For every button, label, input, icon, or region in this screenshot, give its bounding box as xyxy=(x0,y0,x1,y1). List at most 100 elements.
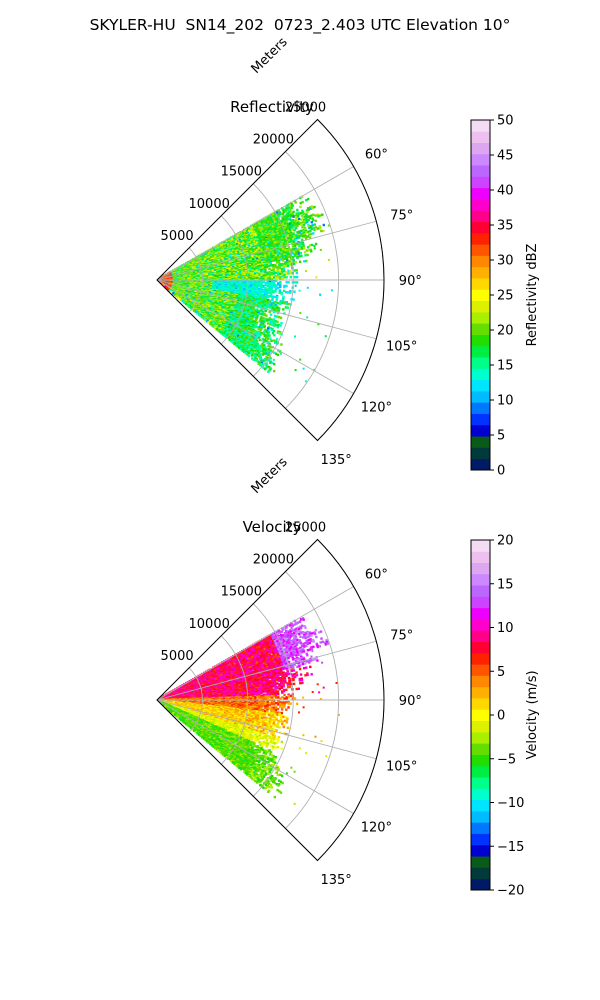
data-gate xyxy=(289,213,292,217)
data-gate xyxy=(295,275,299,279)
data-gate xyxy=(276,252,279,256)
data-gate xyxy=(288,217,291,220)
data-gate xyxy=(302,212,305,215)
data-gate xyxy=(286,212,289,215)
data-gate xyxy=(280,264,283,267)
data-gate xyxy=(286,216,289,220)
data-gate xyxy=(305,259,308,263)
data-gate xyxy=(292,210,295,214)
data-gate xyxy=(281,259,285,262)
data-gate xyxy=(278,224,281,228)
data-gate xyxy=(303,215,307,218)
data-gate xyxy=(290,203,294,206)
data-gate xyxy=(276,226,280,230)
data-gate xyxy=(286,306,290,309)
data-gate xyxy=(291,214,295,217)
data-gate xyxy=(282,265,285,268)
data-gate xyxy=(301,211,305,214)
data-gate xyxy=(295,217,298,220)
data-gate xyxy=(259,219,262,222)
data-gate xyxy=(293,281,297,284)
data-gate xyxy=(274,287,278,291)
data-gate xyxy=(297,252,300,255)
data-gate xyxy=(263,266,267,269)
data-gate xyxy=(294,214,297,218)
data-gate xyxy=(295,271,299,275)
data-gate xyxy=(303,251,307,254)
data-gate xyxy=(292,298,295,301)
data-gate xyxy=(281,298,285,301)
data-gate xyxy=(311,218,315,222)
data-gate xyxy=(292,226,295,229)
data-gate xyxy=(270,276,274,279)
data-gate xyxy=(300,195,304,199)
data-gate xyxy=(270,286,273,289)
data-gate xyxy=(291,245,295,248)
data-gate xyxy=(288,211,291,214)
data-gate xyxy=(272,290,275,294)
data-gate xyxy=(278,307,281,310)
data-gate xyxy=(279,212,282,216)
data-gate xyxy=(298,245,301,248)
data-gate xyxy=(281,277,284,280)
data-gate xyxy=(268,222,271,226)
data-gate xyxy=(240,238,244,241)
data-gate xyxy=(277,260,281,264)
data-gate xyxy=(276,269,280,272)
data-gate xyxy=(268,267,271,271)
data-gate xyxy=(281,212,285,216)
data-gate xyxy=(299,252,303,255)
data-gate xyxy=(288,202,291,206)
data-gate xyxy=(291,212,294,216)
data-gate xyxy=(244,235,247,239)
data-gate xyxy=(277,276,280,279)
data-gate xyxy=(290,240,293,243)
data-gate xyxy=(301,214,304,218)
data-gate xyxy=(275,261,279,264)
data-gate xyxy=(305,198,308,202)
data-gate xyxy=(293,244,297,248)
data-gate xyxy=(272,276,276,279)
data-gate xyxy=(296,256,299,260)
data-gate xyxy=(286,264,290,268)
data-gate xyxy=(233,238,237,241)
data-gate xyxy=(273,220,277,223)
data-gate xyxy=(301,226,304,229)
data-gate xyxy=(259,224,262,227)
data-gate xyxy=(306,207,310,210)
data-gate xyxy=(225,244,228,248)
data-gate xyxy=(308,216,312,220)
data-gate xyxy=(280,267,284,271)
data-gate xyxy=(307,208,310,211)
data-gate xyxy=(281,301,284,305)
data-gate xyxy=(289,276,292,279)
data-gate xyxy=(286,204,289,207)
data-gate xyxy=(290,211,293,214)
data-gate xyxy=(290,201,293,205)
data-gate xyxy=(290,206,293,210)
data-gate xyxy=(283,210,286,214)
data-gate xyxy=(269,262,272,265)
data-gate xyxy=(284,264,288,268)
data-gate xyxy=(285,220,288,223)
data-gate xyxy=(305,214,309,217)
data-gate xyxy=(287,214,290,218)
data-gate xyxy=(293,269,296,272)
data-gate xyxy=(254,233,257,236)
data-gate xyxy=(237,240,240,243)
data-gate xyxy=(285,281,288,284)
data-gate xyxy=(284,219,288,222)
data-gate xyxy=(286,213,290,216)
data-gate xyxy=(310,250,313,253)
data-gate xyxy=(298,217,301,221)
data-gate xyxy=(274,290,277,293)
data-gate xyxy=(289,218,292,221)
figure-title: SKYLER-HU SN14_202 0723_2.403 UTC Elevat… xyxy=(89,16,511,34)
data-gate xyxy=(293,275,297,279)
data-gate xyxy=(225,240,228,243)
data-gate xyxy=(295,212,298,215)
data-gate xyxy=(289,215,293,218)
data-gate xyxy=(254,276,257,280)
data-gate xyxy=(319,226,322,230)
data-gate xyxy=(299,201,302,205)
